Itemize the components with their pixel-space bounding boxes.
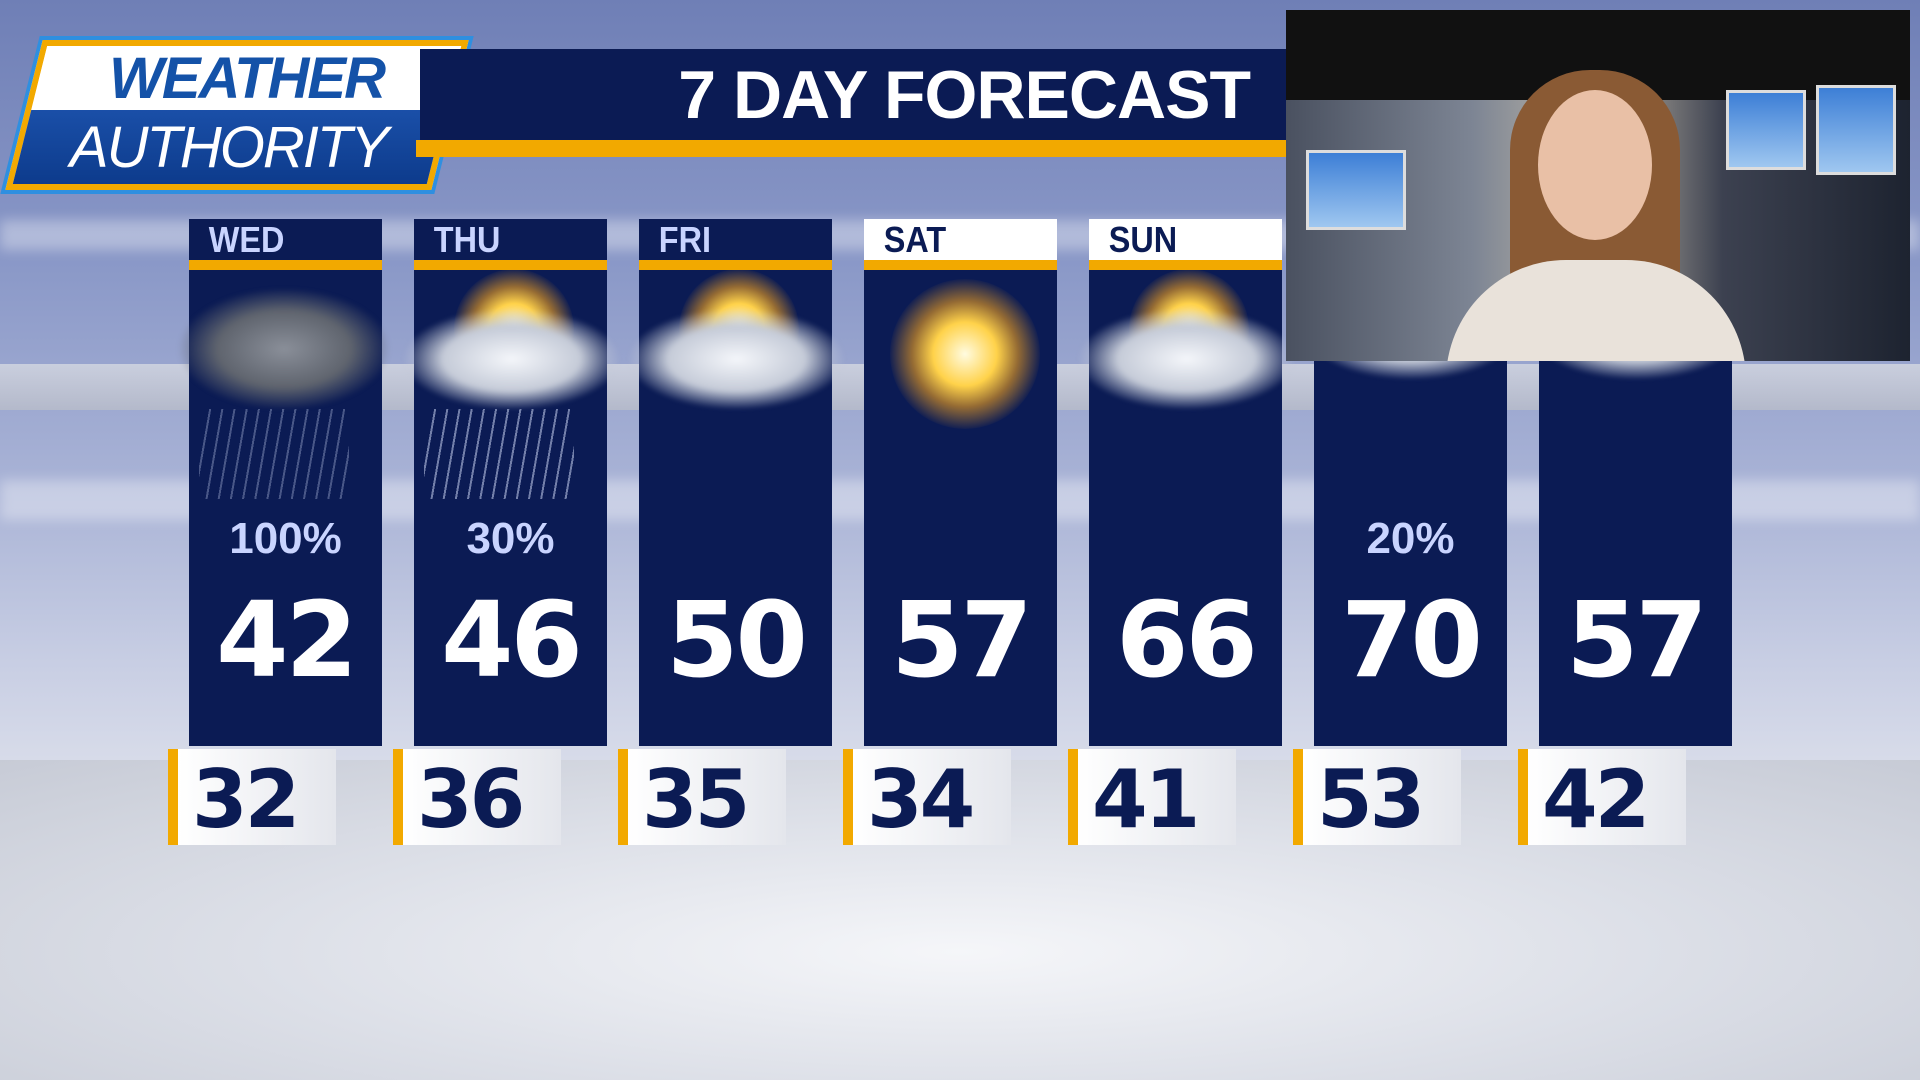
high-temp: 66 <box>1116 579 1258 701</box>
high-temp: 42 <box>216 579 358 701</box>
low-temp-box: 34 <box>843 749 1011 846</box>
title-accent-line <box>416 140 1286 157</box>
day-column: SUN 66 <box>1079 219 1294 746</box>
logo-line2: AUTHORITY <box>70 114 388 180</box>
low-temp-box: 35 <box>618 749 786 846</box>
low-temp: 34 <box>867 753 975 846</box>
high-temp: 70 <box>1341 579 1483 701</box>
high-temp: 57 <box>891 579 1033 701</box>
high-temp: 46 <box>441 579 583 701</box>
day-label: FRI <box>658 219 711 260</box>
low-temp: 42 <box>1542 753 1650 846</box>
day-label: WED <box>208 219 285 260</box>
title-bar: 7 DAY FORECAST <box>420 49 1286 140</box>
low-temp-box: 41 <box>1068 749 1236 846</box>
sunny-icon <box>844 279 1077 429</box>
presenter-video-inset <box>1286 10 1910 361</box>
day-accent-stripe <box>189 260 382 270</box>
low-temp: 53 <box>1317 753 1425 846</box>
low-temp: 41 <box>1092 753 1200 846</box>
high-temp: 50 <box>666 579 808 701</box>
partly-sunny-icon <box>1069 269 1302 429</box>
day-accent-stripe <box>639 260 832 270</box>
page-title: 7 DAY FORECAST <box>678 56 1251 133</box>
low-temp: 35 <box>642 753 750 846</box>
low-temp: 32 <box>192 753 300 846</box>
logo-line1: WEATHER <box>108 45 384 111</box>
day-accent-stripe <box>864 260 1057 270</box>
partly-sunny-icon <box>619 269 852 429</box>
weather-authority-logo: WEATHER AUTHORITY <box>5 40 469 190</box>
studio-screen <box>1816 85 1896 175</box>
precip-chance: 100% <box>229 514 342 563</box>
day-accent-stripe <box>414 260 607 270</box>
precip-chance: 30% <box>466 514 555 563</box>
snow-cloud-icon <box>169 289 402 499</box>
day-column: SAT 57 <box>864 219 1057 746</box>
studio-screen <box>1726 90 1806 170</box>
low-temp-box: 53 <box>1293 749 1461 846</box>
day-label: SUN <box>1108 219 1178 260</box>
day-label: SAT <box>883 219 947 260</box>
studio-screen <box>1306 150 1406 230</box>
day-column: THU 30% 46 <box>404 219 619 746</box>
low-temp: 36 <box>417 753 525 846</box>
day-accent-stripe <box>1089 260 1282 270</box>
low-temp-box: 42 <box>1518 749 1686 846</box>
day-label: THU <box>433 219 501 260</box>
precip-chance: 20% <box>1366 514 1455 563</box>
low-temp-box: 36 <box>393 749 561 846</box>
day-column: WED 100% 42 <box>179 219 389 746</box>
rain-partly-sunny-icon <box>394 269 627 499</box>
low-temp-box: 32 <box>168 749 336 846</box>
day-column: FRI 50 <box>629 219 844 746</box>
high-temp: 57 <box>1566 579 1708 701</box>
